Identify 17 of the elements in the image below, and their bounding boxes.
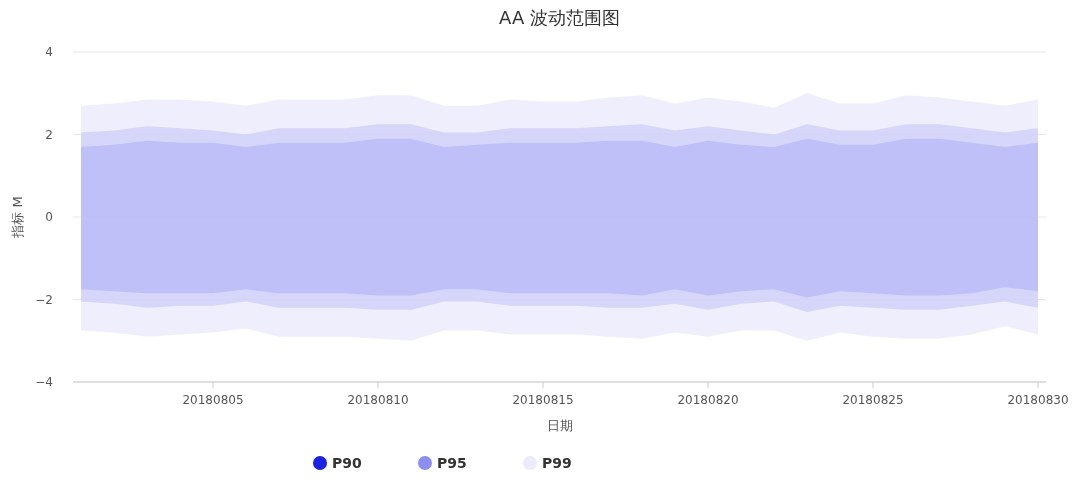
legend-label: P99 — [542, 455, 572, 471]
x-tick-label: 20180830 — [1007, 393, 1069, 407]
y-axis-title: 指标 M — [10, 196, 25, 239]
y-tick-label: −4 — [35, 375, 53, 389]
legend-label: P90 — [332, 455, 362, 471]
legend-label: P95 — [437, 455, 467, 471]
x-tick-label: 20180820 — [677, 393, 739, 407]
x-tick-label: 20180805 — [182, 393, 244, 407]
x-tick-label: 20180825 — [842, 393, 904, 407]
x-axis-title: 日期 — [546, 418, 573, 433]
x-tick-label: 20180810 — [347, 393, 409, 407]
y-tick-label: 2 — [45, 127, 53, 142]
y-tick-label: 0 — [45, 210, 53, 224]
chart-title: AA 波动范围图 — [499, 7, 620, 28]
x-tick-label: 20180815 — [512, 393, 574, 407]
y-tick-label: −2 — [35, 292, 53, 307]
y-tick-label: 4 — [45, 45, 53, 59]
